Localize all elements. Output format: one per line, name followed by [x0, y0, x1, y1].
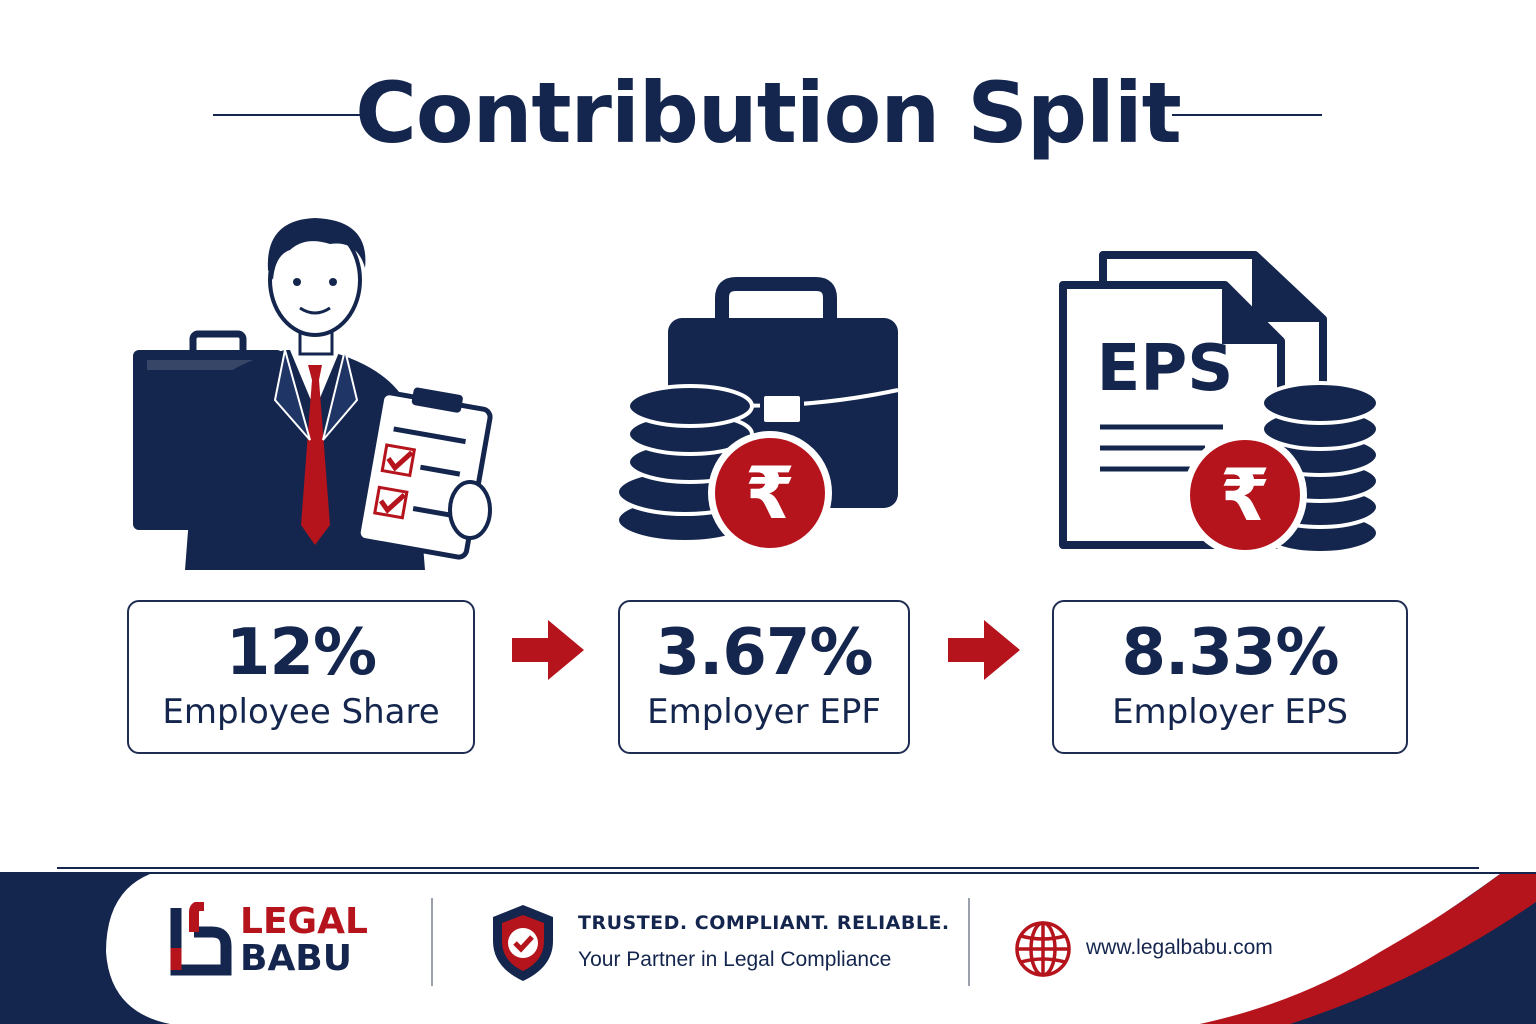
footer-divider: [57, 867, 1479, 869]
legalbabu-logo-icon: [170, 902, 232, 976]
employee-share-card: 12% Employee Share: [127, 600, 475, 754]
eps-document-illustration: EPS ₹: [1059, 251, 1380, 557]
shield-check-icon: [493, 905, 553, 981]
title-rule-right: [1172, 114, 1322, 116]
eps-doc-text: EPS: [1097, 332, 1234, 406]
svg-text:₹: ₹: [745, 451, 795, 535]
employer-epf-card: 3.67% Employer EPF: [618, 600, 910, 754]
footer-tagline: TRUSTED. COMPLIANT. RELIABLE. Your Partn…: [578, 912, 950, 972]
footer-background: [0, 872, 1536, 1024]
brand-wordmark: LEGAL BABU: [240, 903, 368, 977]
arrow-right-icon: [948, 620, 1020, 680]
arrow-right-icon: [512, 620, 584, 680]
employee-share-label: Employee Share: [162, 692, 440, 732]
employer-epf-label: Employer EPF: [647, 692, 881, 732]
website-link[interactable]: www.legalbabu.com: [1086, 936, 1273, 959]
page-title: Contribution Split: [355, 64, 1182, 162]
footer: [0, 872, 1536, 1024]
title-bar: Contribution Split: [0, 58, 1536, 168]
tagline-primary: TRUSTED. COMPLIANT. RELIABLE.: [578, 912, 950, 934]
employer-eps-card: 8.33% Employer EPS: [1052, 600, 1408, 754]
employer-epf-percent: 3.67%: [655, 616, 873, 690]
employer-eps-label: Employer EPS: [1112, 692, 1348, 732]
brand-line-babu: BABU: [240, 938, 352, 979]
tagline-secondary: Your Partner in Legal Compliance: [578, 948, 892, 971]
briefcase-coins-illustration: ₹: [615, 277, 899, 555]
footer-separator: [431, 898, 433, 986]
svg-text:₹: ₹: [1220, 453, 1270, 537]
employee-share-percent: 12%: [225, 616, 377, 690]
title-rule-left: [213, 114, 363, 116]
employee-illustration: [133, 218, 493, 570]
globe-icon: [1015, 921, 1071, 977]
employer-eps-percent: 8.33%: [1121, 616, 1339, 690]
brand-line-legal: LEGAL: [240, 901, 368, 942]
footer-separator: [968, 898, 970, 986]
